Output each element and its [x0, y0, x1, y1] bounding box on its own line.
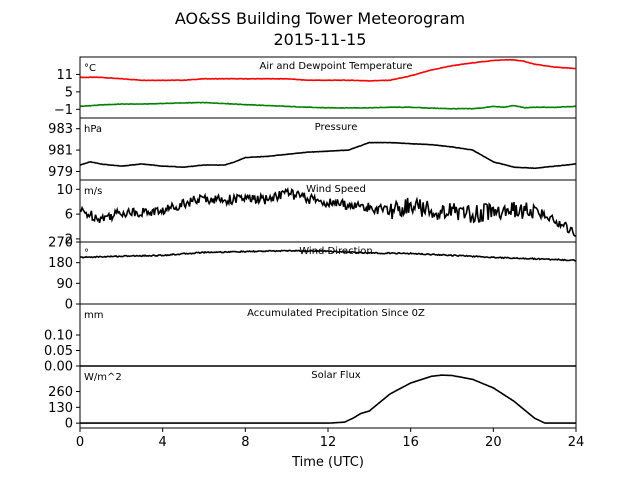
panel-1: 983 981 979 hPa Pressure [48, 117, 577, 181]
figure-subtitle: 2015-11-15 [274, 30, 367, 49]
panel-unit: °C [84, 63, 96, 74]
ytick-label: 90 [56, 277, 73, 292]
xtick-label: 8 [241, 435, 249, 450]
ytick-label: 270 [48, 236, 73, 251]
ytick-label: 6 [65, 208, 73, 223]
figure-title: AO&SS Building Tower Meteorogram [175, 9, 465, 28]
ytick-label: 979 [48, 165, 73, 180]
xtick-label: 0 [76, 435, 84, 450]
panel-title: Air and Dewpoint Temperature [260, 61, 413, 72]
ytick-label: −1 [54, 103, 73, 118]
xtick-label: 12 [320, 435, 337, 450]
xtick-label: 4 [159, 435, 167, 450]
ytick-label: 0 [65, 417, 73, 432]
xtick-label: 24 [568, 435, 585, 450]
panels: 115−1°C Air and Dewpoint Temperature98398… [44, 56, 577, 432]
ytick-label: 983 [48, 122, 73, 137]
xtick-label: 16 [402, 435, 419, 450]
ytick-label: 0.05 [44, 344, 73, 359]
panel-unit: ° [84, 248, 89, 259]
panel-unit: m/s [84, 186, 102, 197]
panel-0: 11 5 −1 °C Air and Dewpoint Temperature [54, 56, 577, 119]
ytick-label: 180 [48, 256, 73, 271]
series-line-5-0 [80, 374, 576, 424]
series-line-1-0 [79, 141, 577, 170]
ytick-label: 2 [65, 232, 73, 247]
x-axis: 0 4 8 12 16 20 24 Time (UTC) [76, 428, 584, 470]
series-line-0-1 [79, 101, 577, 110]
panel-unit: W/m^2 [84, 372, 122, 383]
ytick-label: 11 [56, 68, 73, 83]
panel-title: Solar Flux [311, 370, 361, 381]
ytick-label: 0.10 [44, 329, 73, 344]
panel-4: 0.100.050.00 mm Accumulated Precipitation … [44, 303, 577, 375]
x-axis-label: Time (UTC) [291, 455, 364, 470]
series-line-3-0 [79, 249, 576, 262]
panel-title: Pressure [315, 122, 358, 133]
series-line-0-0 [79, 58, 576, 82]
panel-unit: hPa [84, 124, 102, 135]
ytick-label: 0 [65, 298, 73, 313]
panel-title: Wind Direction [299, 246, 373, 257]
ytick-label: 10 [56, 183, 73, 198]
panel-2: 10 6 2 m/s Wind Speed [56, 179, 577, 247]
panel-title: Accumulated Precipitation Since 0Z [247, 308, 425, 319]
panel-title: Wind Speed [306, 184, 366, 195]
series-line-2-0 [79, 186, 577, 237]
panel-3: 270 180 90 0 ° Wind Direction [48, 236, 577, 313]
ytick-label: 260 [48, 385, 73, 400]
ytick-label: 981 [48, 144, 73, 159]
panel-unit: mm [84, 310, 103, 321]
xtick-label: 20 [485, 435, 502, 450]
ytick-label: 0.00 [44, 360, 73, 375]
ytick-label: 5 [65, 85, 73, 100]
ytick-label: 130 [48, 401, 73, 416]
